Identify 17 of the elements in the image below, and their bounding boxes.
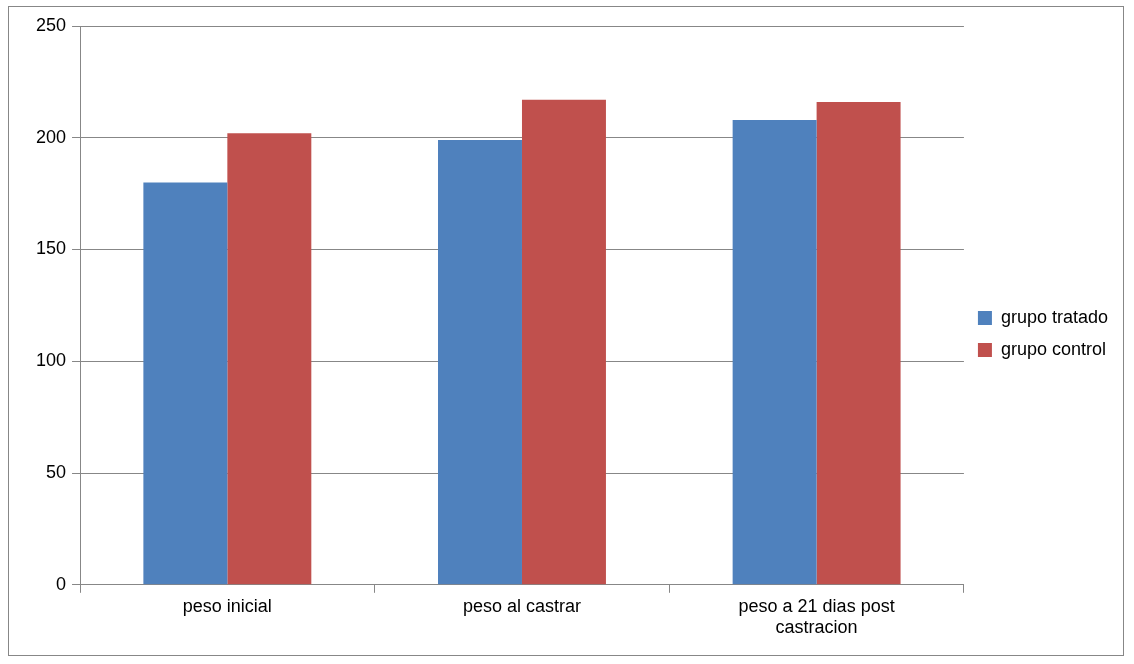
y-tick-label: 200: [35, 126, 67, 147]
y-tick-label: 0: [56, 573, 67, 594]
bar: [227, 133, 312, 585]
y-tick-label: 150: [35, 238, 67, 259]
bar: [732, 119, 817, 585]
bar: [143, 182, 228, 585]
y-tick-label: 50: [46, 462, 67, 483]
y-tick-label: 100: [35, 350, 67, 371]
x-tick-label: peso a 21 dias post castracion: [738, 595, 895, 638]
bar: [521, 99, 606, 585]
bar: [816, 102, 901, 585]
x-tick-label: peso inicial: [182, 595, 272, 616]
x-tick-label: peso al castrar: [462, 595, 582, 616]
legend-label: grupo tratado: [1000, 306, 1108, 327]
y-tick-label: 250: [35, 14, 67, 35]
legend-label: grupo control: [1000, 338, 1106, 359]
bar: [438, 140, 522, 585]
